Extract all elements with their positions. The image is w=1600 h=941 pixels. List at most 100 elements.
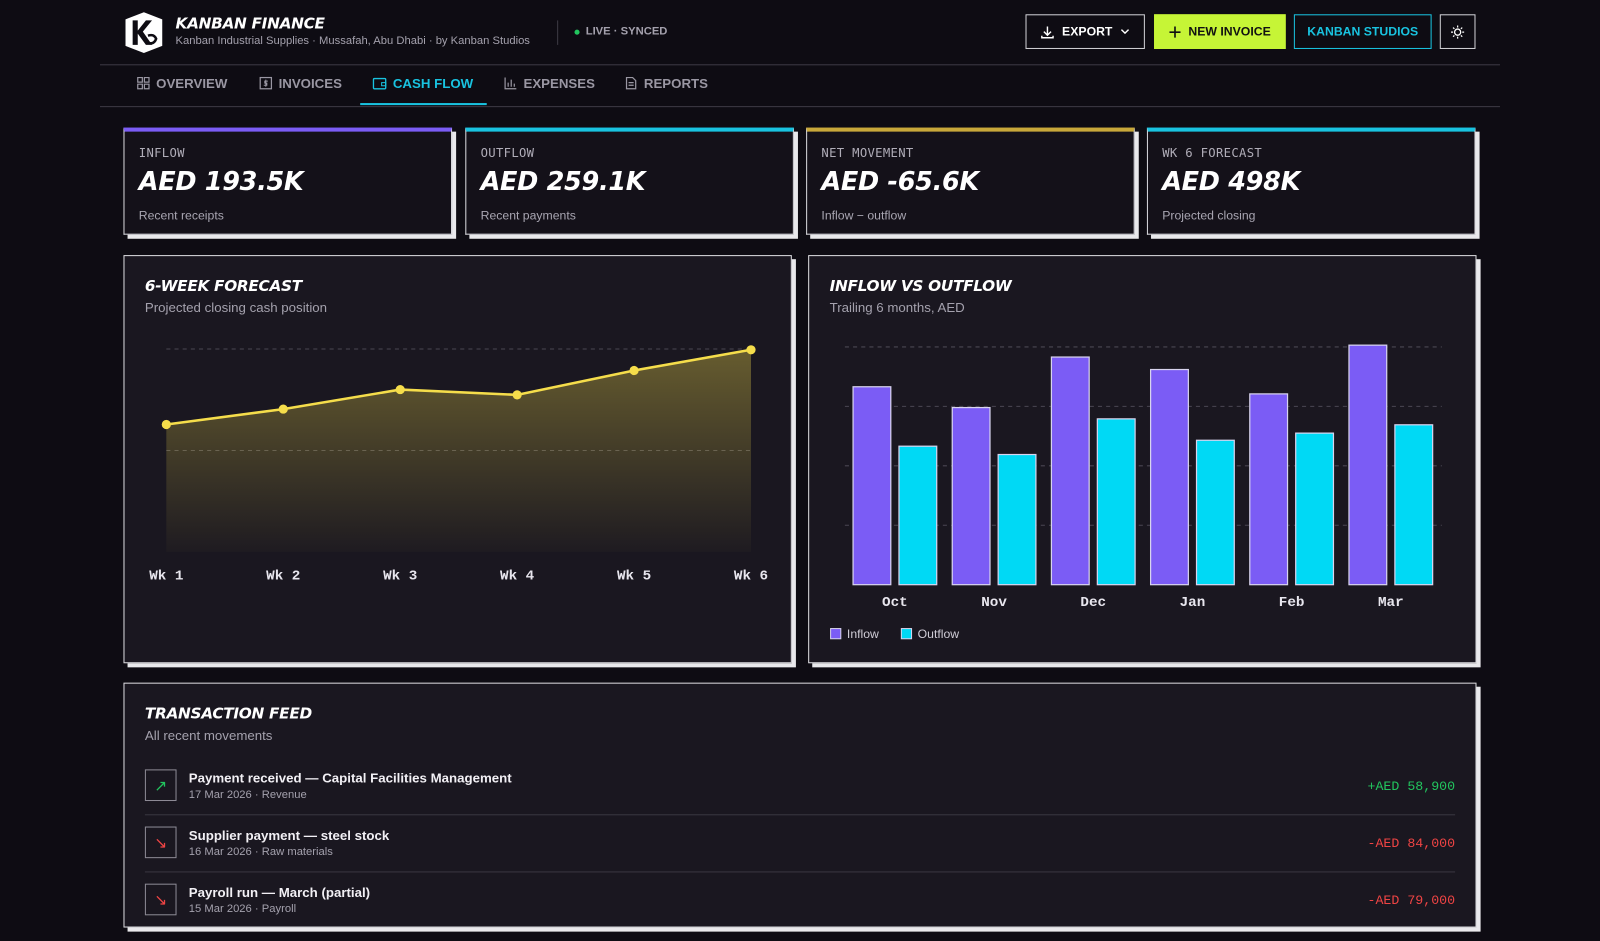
legend-label: Outflow: [918, 627, 960, 641]
kpi-label: OUTFLOW: [480, 145, 535, 161]
icon: [625, 76, 637, 90]
label: EXPENSES: [523, 75, 595, 91]
label: OVERVIEW: [156, 75, 228, 91]
kpi-label: INFLOW: [138, 145, 185, 161]
kpi-value: AED 259.1K: [480, 166, 646, 196]
bar: [1195, 439, 1235, 586]
x-tick-label: Nov: [981, 595, 1007, 611]
app: KANBAN FINANCE Kanban Industrial Supplie…: [99, 12, 1500, 928]
point: [512, 390, 522, 400]
separator: [144, 871, 1456, 873]
tab[interactable]: EXPENSES: [504, 76, 595, 91]
header-rule: [99, 64, 1500, 66]
kpi-note: Projected closing: [1162, 208, 1256, 223]
bar: [852, 386, 892, 586]
transaction-amount: +AED 58,900: [1367, 778, 1456, 794]
area: [166, 349, 752, 553]
tab[interactable]: OVERVIEW: [137, 75, 228, 91]
transaction[interactable]: ↗ Payment received — Capital Facilities …: [144, 769, 1456, 826]
point: [395, 384, 405, 395]
x-tick-label: Jan: [1180, 595, 1206, 611]
line: [166, 348, 752, 426]
divider: [557, 20, 559, 45]
kpi-label: WK 6 FORECAST: [1162, 145, 1263, 161]
theme-button[interactable]: [1439, 14, 1476, 49]
bar: [1249, 393, 1289, 586]
bar: [1295, 432, 1335, 586]
transaction-title: Payment received — Capital Facilities Ma…: [188, 770, 512, 786]
kpi-card: INFLOW AED 193.5K Recent receipts: [123, 127, 453, 235]
transaction-meta: 17 Mar 2026 · Revenue: [188, 788, 307, 802]
kpi-value: AED -65.6K: [821, 166, 979, 196]
transaction-amount: -AED 84,000: [1367, 835, 1456, 852]
icon: [504, 77, 517, 90]
status-dot: [574, 29, 580, 35]
inout-panel: INFLOW VS OUTFLOW Trailing 6 months, AED…: [808, 255, 1477, 664]
x-tick-label: Wk 4: [500, 568, 535, 584]
panel-subtitle: All recent movements: [144, 727, 273, 743]
tab-active[interactable]: CASH FLOW: [372, 76, 473, 91]
brand: KANBAN FINANCE: [175, 14, 325, 33]
x-tick-label: Feb: [1279, 595, 1305, 611]
x-tick-label: Wk 2: [266, 568, 300, 584]
kpi-note: Recent payments: [480, 208, 576, 223]
x-tick-label: Dec: [1080, 595, 1106, 611]
tab[interactable]: INVOICES: [259, 76, 342, 91]
bar: [997, 453, 1037, 586]
label: NEW INVOICE: [1188, 24, 1271, 39]
x-tick-label: Mar: [1378, 595, 1404, 611]
x-tick-label: Wk 1: [149, 568, 183, 584]
kpi-note: Inflow − outflow: [821, 208, 907, 223]
new-invoice-button[interactable]: NEW INVOICE: [1154, 14, 1286, 49]
panel-title: 6-WEEK FORECAST: [144, 276, 302, 295]
transaction-amount: -AED 79,000: [1367, 892, 1456, 909]
icon: [259, 76, 273, 90]
transaction[interactable]: ↘ Supplier payment — steel stock 16 Mar …: [144, 826, 1456, 884]
icon-out: ↘: [144, 883, 177, 916]
x-tick-label: Oct: [882, 595, 908, 611]
export-button[interactable]: EXPORT: [1025, 14, 1145, 49]
label: CASH FLOW: [392, 75, 474, 91]
panel-subtitle: Trailing 6 months, AED: [829, 299, 965, 316]
nav-rule: [99, 106, 1500, 108]
x-tick-label: Wk 5: [617, 568, 651, 584]
bar: [898, 445, 938, 586]
icon: [1040, 26, 1054, 38]
panel-title: TRANSACTION FEED: [144, 704, 312, 723]
tab[interactable]: REPORTS: [624, 76, 708, 91]
bar: [1394, 424, 1434, 586]
icon: [1169, 26, 1181, 38]
icon-in: ↗: [144, 769, 177, 802]
label: REPORTS: [643, 75, 708, 91]
transaction-title: Supplier payment — steel stock: [188, 827, 390, 843]
point: [746, 345, 756, 355]
kpi-card: OUTFLOW AED 259.1K Recent payments: [465, 127, 794, 235]
bar: [1149, 368, 1189, 586]
label: INVOICES: [278, 75, 342, 91]
legend-swatch: [830, 628, 842, 640]
label: EXPORT: [1062, 24, 1113, 39]
brand-subtitle: Kanban Industrial Supplies · Mussafah, A…: [175, 34, 530, 47]
studio-button[interactable]: KANBAN STUDIOS: [1293, 14, 1432, 49]
point: [161, 419, 171, 430]
kpi-value: AED 498K: [1162, 166, 1301, 196]
x-tick-label: Wk 6: [734, 568, 768, 584]
icon: [1451, 24, 1465, 39]
point: [278, 404, 288, 414]
kpi-value: AED 193.5K: [138, 166, 304, 196]
point: [629, 365, 639, 376]
icon: [1121, 29, 1130, 35]
bar: [1096, 418, 1136, 586]
transaction-title: Payroll run — March (partial): [188, 884, 371, 900]
transaction[interactable]: ↘ Payroll run — March (partial) 15 Mar 2…: [144, 883, 1456, 941]
kpi-note: Recent receipts: [138, 208, 224, 223]
line-chart: Wk 1 Wk 2 Wk 3 Wk 4 Wk 5 Wk 6: [149, 345, 768, 584]
tab-underline: [360, 103, 487, 106]
forecast-panel: 6-WEEK FORECAST Projected closing cash p…: [123, 255, 792, 664]
separator: [144, 814, 1456, 816]
bar-chart: Oct Nov Dec Jan Feb Mar Inflow Outflow: [830, 344, 1442, 641]
status: LIVE · SYNCED: [585, 25, 668, 38]
legend-label: Inflow: [847, 627, 879, 641]
bar: [951, 406, 991, 586]
panel-subtitle: Projected closing cash position: [144, 299, 328, 316]
